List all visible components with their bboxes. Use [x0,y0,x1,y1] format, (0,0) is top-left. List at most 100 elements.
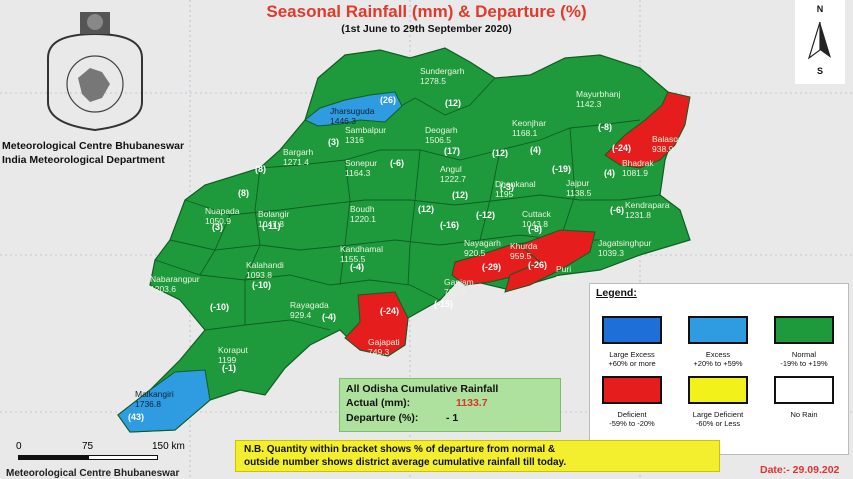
legend-swatch [602,316,662,344]
district-name-khurda: Khurda [510,241,538,251]
district-departure-sundergarh: (12) [445,98,461,108]
district-departure-malkangiri: (43) [128,412,144,422]
legend-excess: Excess +20% to +59% [676,316,760,368]
district-departure-angul: (12) [452,190,468,200]
departure-label: Departure (%): [346,412,419,424]
legend-swatch [774,316,834,344]
district-rainfall-koraput: 1199 [218,355,237,365]
district-rainfall-khurda: 959.5 [510,251,532,261]
district-name-malkangiri: Malkangiri [135,389,174,399]
legend-label: Large Deficient [692,410,744,419]
district-departure-extra: (8) [238,188,249,198]
district-rainfall-boudh: 1220.1 [350,214,376,224]
scale-bar: 0 75 150 km [12,441,192,465]
district-name-mayurbhanj: Mayurbhanj [576,89,621,99]
district-rainfall-kandhamal: 1155.5 [340,254,366,264]
north-arrow: N S [795,0,845,84]
district-balasore [604,91,691,169]
district-departure-rayagada: (-4) [322,312,336,322]
map-title: Seasonal Rainfall (mm) & Departure (%) [266,2,587,21]
legend-range: -60% or Less [695,419,741,428]
district-departure-balasore: (-24) [612,143,631,153]
district-rainfall-keonjhar: 1168.1 [512,128,538,138]
district-rainfall-nuapada: 1050.9 [205,216,231,226]
district-rainfall-kalahandi: 1093.8 [246,270,272,280]
legend-deficient: Deficient -59% to -20% [590,376,674,428]
district-name-kalahandi: Kalahandi [246,260,284,270]
legend-label: Normal [791,350,817,359]
departure-value: - 1 [446,412,459,424]
district-departure-ganjam: (-15) [434,299,453,309]
district-name-kendrapara: Kendrapara [625,200,670,210]
district-rainfall-nayagarh: 920.5 [464,248,486,258]
district-departure-sonepur: (-6) [390,158,404,168]
district-name-puri: Puri [556,264,571,274]
district-rainfall-jagatsinghpur: 1039.3 [598,248,624,258]
scale-tick-75: 75 [82,441,94,452]
district-rainfall-balasore: 938.9 [652,144,674,154]
district-departure-keonjhar: (4) [530,145,541,155]
district-rainfall-bhadrak: 1081.9 [622,168,648,178]
district-malkangiri [117,369,211,433]
district-departure-khurda: (-29) [482,262,501,272]
cumulative-heading: All Odisha Cumulative Rainfall [346,383,499,395]
district-rainfall-bolangir: 1047.8 [258,219,284,229]
district-departure-bhadrak: (4) [604,168,615,178]
south-label: S [816,66,823,76]
district-name-deogarh: Deogarh [425,125,458,135]
district-name-boudh: Boudh [350,204,375,214]
note-box: N.B. Quantity within bracket shows % of … [235,440,720,472]
district-departure-kandhamal: (-4) [350,262,364,272]
district-rainfall-deogarh: 1506.5 [425,135,451,145]
district-rainfall-malkangiri: 1736.8 [135,399,161,409]
legend-swatch [688,316,748,344]
legend-label: Deficient [617,410,647,419]
district-rainfall-jajpur: 1138.5 [566,188,592,198]
district-rainfall-cuttack: 1043.8 [522,219,548,229]
legend-swatch [602,376,662,404]
district-departure-boudh: (12) [418,204,434,214]
issue-date: Date:- 29.09.202 [760,464,840,476]
district-rainfall-rayagada: 929.4 [290,310,312,320]
district-name-balasore: Balasore [652,134,686,144]
district-rainfall-kendrapara: 1231.8 [625,210,651,220]
district-name-jharsuguda: Jharsuguda [330,106,375,116]
compass-arrow-icon [807,21,831,60]
legend-no-rain: No Rain [762,376,846,419]
legend-label: No Rain [790,410,818,419]
district-name-keonjhar: Keonjhar [512,118,546,128]
org-department: India Meteorological Department [2,154,165,166]
footer-credit: Meteorological Centre Bhubaneswar [6,468,180,479]
district-departure-nayagarh: (-16) [440,220,459,230]
legend-large-excess: Large Excess +60% or more [590,316,674,368]
district-departure-nabarangpur: (-10) [210,302,229,312]
district-name-bolangir: Bolangir [258,209,289,219]
district-departure-kendrapara: (-6) [610,205,624,215]
district-name-kandhamal: Kandhamal [340,244,383,254]
district-rainfall-puri: 743.2 [556,274,578,284]
legend-label: Large Excess [609,350,655,359]
district-rainfall-gajapati: 749.3 [368,347,390,357]
district-name-sundergarh: Sundergarh [420,66,465,76]
north-label: N [816,4,824,14]
district-rainfall-ganjam: 737.9 [444,287,466,297]
legend-label: Excess [705,350,731,359]
district-name-jajpur: Jajpur [566,178,589,188]
legend-range: -59% to -20% [609,419,655,428]
imd-emblem [47,12,143,132]
district-name-koraput: Koraput [218,345,248,355]
district-departure-nuapada: (3) [212,222,223,232]
district-departure-cuttack: (-3) [500,182,514,192]
legend-large-deficient: Large Deficient -60% or Less [676,376,760,428]
district-name-nuapada: Nuapada [205,206,240,216]
district-name-angul: Angul [440,164,462,174]
district-name-nayagarh: Nayagarh [464,238,501,248]
district-puri [504,229,596,293]
district-departure-deogarh: (17) [444,146,460,156]
cumulative-rainfall-box: All Odisha Cumulative Rainfall Actual (m… [339,378,561,432]
district-departure-dhenkanal: (-12) [476,210,495,220]
legend-swatch [774,376,834,404]
district-borders [154,77,661,331]
district-departure-kalahandi: (-10) [252,280,271,290]
